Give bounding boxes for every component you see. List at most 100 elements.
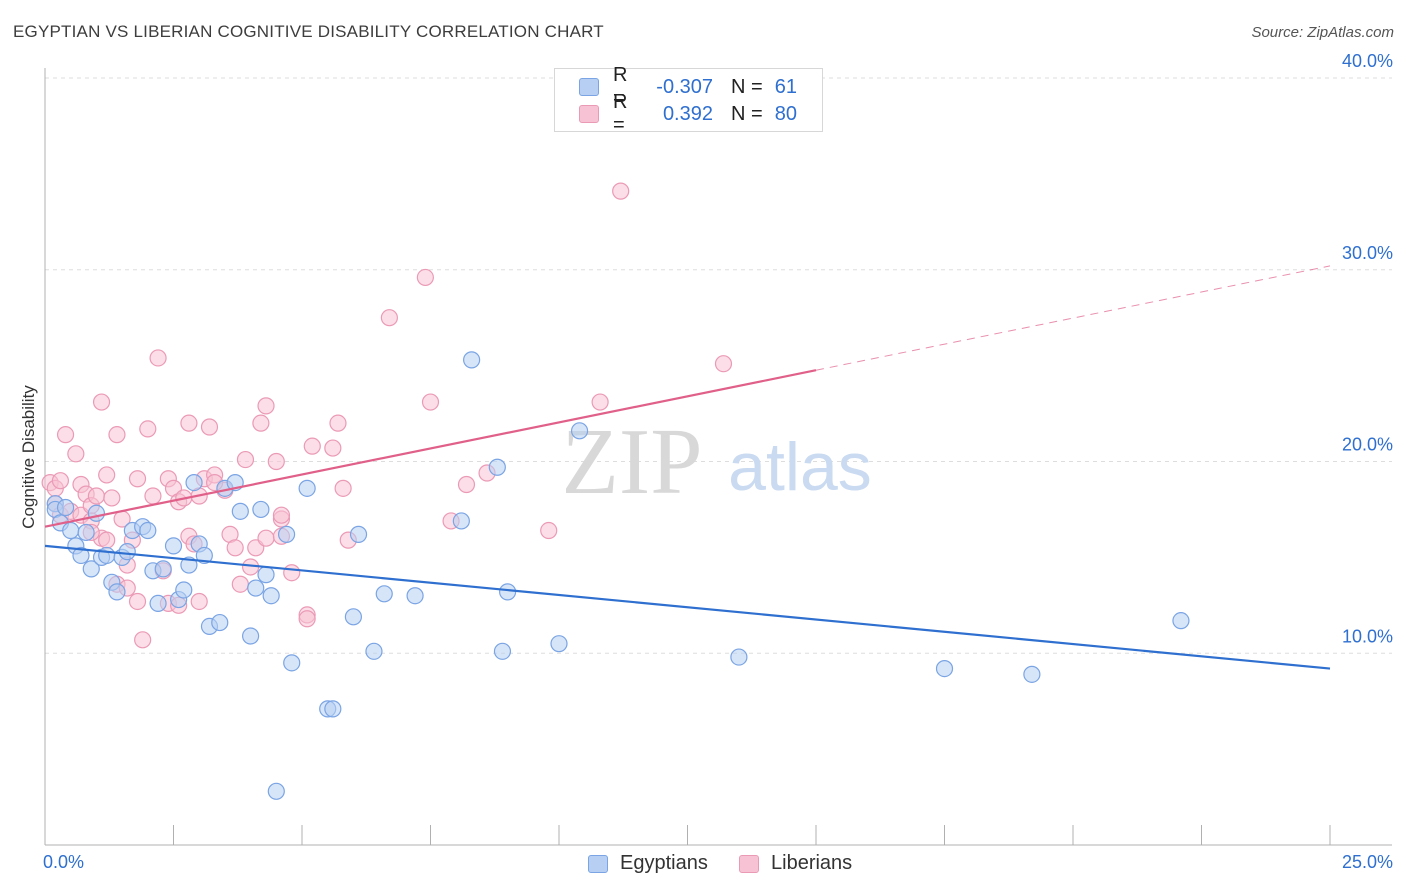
liberians-point: [380, 309, 398, 327]
egyptians-point: [344, 608, 362, 626]
liberians-point: [236, 450, 255, 469]
liberians-point: [108, 426, 126, 444]
legend-label: Egyptians: [620, 852, 708, 874]
liberians-point: [714, 355, 733, 373]
egyptians-point: [499, 583, 517, 601]
liberians-point: [591, 393, 609, 411]
liberians-point: [98, 466, 116, 484]
liberians-point: [257, 529, 275, 547]
egyptians-point: [1023, 665, 1041, 683]
egyptians-point: [242, 627, 260, 645]
egyptians-point: [730, 648, 748, 666]
egyptians-point: [211, 613, 229, 632]
egyptians-point: [118, 543, 136, 561]
n-value: 80: [774, 102, 797, 125]
liberians-point: [128, 470, 147, 488]
legend-item-liberians[interactable]: Liberians: [739, 852, 852, 875]
egyptians-point: [493, 642, 512, 660]
watermark: ZIP atlas: [562, 410, 872, 514]
liberians-point: [128, 592, 147, 611]
r-value: 0.392: [662, 102, 713, 125]
egyptians-point: [257, 566, 275, 584]
egyptians-point: [154, 560, 172, 578]
series-legend: Egyptians Liberians: [0, 852, 1406, 878]
legend-row-liberians: R = 0.392 N = 80: [579, 91, 797, 136]
egyptians-point: [149, 594, 167, 612]
egyptians-point: [185, 473, 203, 492]
y-tick-label: 30.0%: [1342, 243, 1393, 263]
liberians-point: [180, 414, 198, 432]
egyptians-point: [452, 512, 470, 530]
egyptians-point: [164, 537, 183, 555]
liberians-point: [416, 268, 434, 287]
liberians-point: [139, 420, 157, 438]
liberians-point: [103, 489, 121, 507]
egyptians-point: [139, 521, 157, 540]
egyptians-point: [87, 504, 106, 522]
egyptians-point: [262, 587, 280, 605]
liberians-trend-line-extension: [815, 265, 1331, 371]
liberians-point: [252, 414, 270, 432]
egyptians-point: [175, 581, 193, 599]
y-tick-labels: 10.0% 20.0% 30.0% 40.0%: [1342, 51, 1393, 646]
liberians-point: [298, 610, 316, 628]
egyptians-swatch: [588, 854, 608, 873]
axes: [44, 68, 1392, 846]
liberians-point: [67, 445, 85, 463]
liberians-point: [272, 506, 291, 524]
n-label: N =: [731, 102, 763, 125]
legend-item-egyptians[interactable]: Egyptians: [588, 852, 708, 875]
egyptians-point: [252, 500, 270, 519]
liberians-point: [540, 521, 558, 540]
r-value: -0.307: [656, 75, 713, 98]
liberians-point: [457, 475, 476, 494]
egyptians-point: [77, 523, 95, 542]
liberians-point: [134, 631, 152, 649]
egyptians-point: [72, 546, 90, 565]
x-axis-max-label: 25.0%: [1341, 852, 1393, 872]
r-label: R =: [613, 91, 628, 136]
egyptians-point: [488, 458, 506, 476]
egyptians-point: [267, 782, 285, 800]
source-credit: Source: ZipAtlas.com: [1251, 24, 1394, 41]
liberians-point: [231, 575, 249, 593]
y-tick-label: 10.0%: [1342, 626, 1393, 646]
chart-title: EGYPTIAN VS LIBERIAN COGNITIVE DISABILIT…: [13, 22, 604, 41]
legend-row-egyptians: R = -0.307 N = 61: [579, 64, 797, 109]
egyptians-point: [82, 560, 100, 578]
egyptians-trend-line: [44, 544, 1331, 670]
egyptians-point: [349, 525, 368, 543]
egyptians-point: [56, 498, 75, 517]
liberians-point: [334, 479, 352, 497]
egyptians-point: [406, 587, 424, 605]
liberians-point: [226, 539, 244, 557]
egyptians-swatch: [579, 78, 599, 96]
egyptians-point: [365, 642, 383, 660]
egyptians-point: [98, 546, 116, 565]
liberians-point: [144, 487, 162, 505]
liberians-point: [421, 393, 440, 411]
liberians-point: [149, 349, 167, 367]
egyptians-point: [375, 585, 393, 603]
egyptians-point: [550, 635, 568, 653]
liberians-point: [51, 472, 70, 490]
liberians-point: [283, 564, 301, 582]
liberians-swatch: [579, 105, 599, 123]
n-value: 61: [774, 75, 797, 98]
liberians-point: [200, 418, 219, 436]
liberians-point: [329, 414, 347, 432]
egyptians-point: [231, 502, 249, 520]
liberians-point: [56, 426, 75, 444]
liberians-point: [92, 393, 111, 411]
trend-lines: [44, 265, 1331, 670]
liberians-point: [267, 452, 285, 471]
egyptians-point: [935, 659, 954, 678]
liberians-point: [98, 531, 116, 549]
r-label: R =: [613, 64, 628, 109]
egyptians-point: [277, 525, 296, 543]
egyptians-point: [195, 546, 213, 565]
y-tick-label: 40.0%: [1342, 51, 1393, 71]
egyptians-point: [247, 579, 265, 597]
liberians-point: [257, 397, 275, 415]
